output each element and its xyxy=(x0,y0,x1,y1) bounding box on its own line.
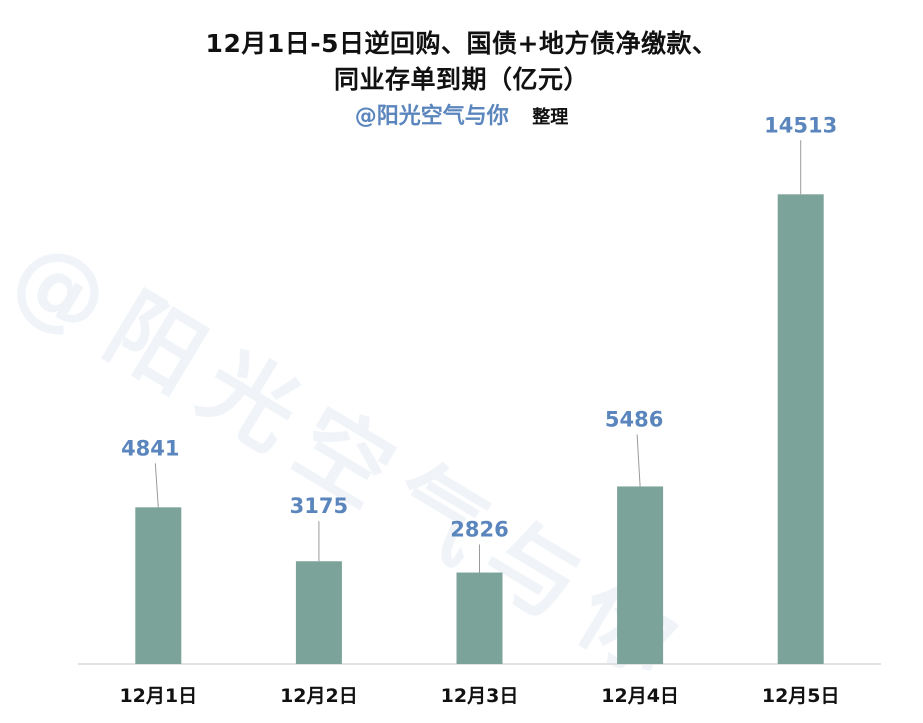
leader-line-4 xyxy=(636,434,641,487)
credit-handle: @阳光空气与你 xyxy=(354,104,509,129)
x-tick-label-4: 12月4日 xyxy=(601,685,679,707)
x-tick-label-2: 12月2日 xyxy=(280,685,358,707)
x-tick-label-5: 12月5日 xyxy=(762,685,840,707)
x-tick-label-1: 12月1日 xyxy=(119,685,197,707)
bar-3 xyxy=(456,572,503,664)
bar-2 xyxy=(295,561,342,664)
bar-1 xyxy=(135,507,182,664)
value-label-4: 5486 xyxy=(605,407,663,431)
value-label-1: 4841 xyxy=(121,436,179,460)
value-label-2: 3175 xyxy=(290,494,348,518)
bar-5 xyxy=(777,194,824,664)
credit-suffix: 整理 xyxy=(532,107,569,128)
chart-title-line-1: 12月1日-5日逆回购、国债+地方债净缴款、 xyxy=(205,29,718,58)
value-label-5: 14513 xyxy=(764,113,837,137)
chart-title-line-2: 同业存单到期（亿元） xyxy=(333,65,589,94)
bar-4 xyxy=(617,486,664,664)
value-label-3: 2826 xyxy=(450,518,508,542)
leader-line-1 xyxy=(154,463,159,508)
x-tick-label-3: 12月3日 xyxy=(441,685,519,707)
credit-row: @阳光空气与你 整理 xyxy=(0,98,923,130)
